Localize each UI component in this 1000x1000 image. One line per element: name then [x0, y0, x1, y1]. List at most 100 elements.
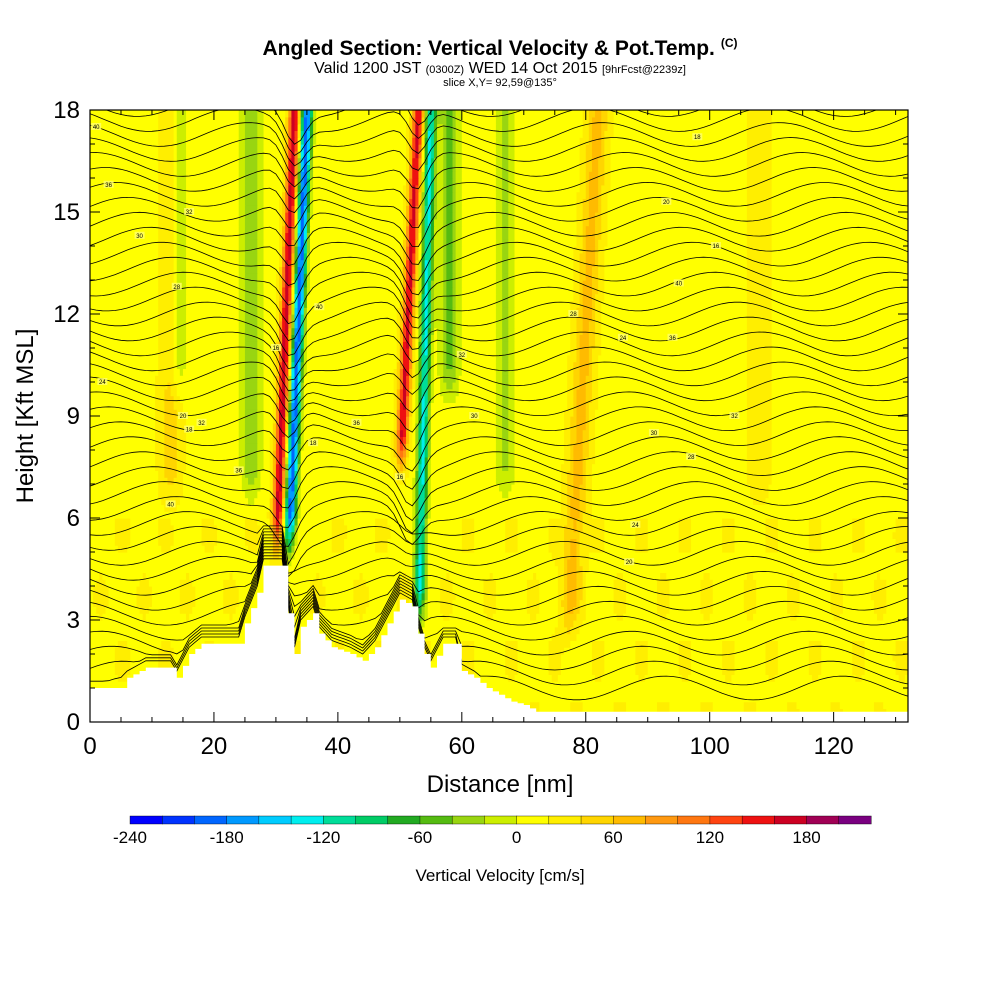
y-tick-label: 18: [53, 97, 80, 124]
contour-label: 40: [316, 305, 323, 311]
title-unit: (C): [720, 36, 738, 50]
contour-label: 28: [570, 312, 577, 318]
y-tick-label: 9: [67, 403, 80, 430]
isentrope-line: [90, 546, 908, 641]
contour-label: 36: [669, 336, 676, 342]
isentrope-line: [90, 196, 908, 248]
isentrope-line: [90, 526, 908, 578]
isentrope-line: [90, 549, 908, 656]
colorbar-swatch: [838, 815, 872, 825]
y-tick-label: 12: [53, 301, 80, 328]
y-tick-label: 15: [53, 199, 80, 226]
contour-label: 36: [353, 421, 360, 427]
velocity-field: [90, 110, 908, 722]
colorbar-tick-label: 120: [696, 828, 724, 847]
isentrope-line: [90, 511, 908, 566]
x-tick-label: 80: [572, 733, 599, 760]
isentrope-line: [90, 316, 908, 370]
colorbar-swatch: [774, 815, 808, 825]
colorbar-swatch: [645, 815, 679, 825]
isentrope-line: [90, 540, 908, 611]
isentrope-line: [105, 110, 878, 145]
colorbar-swatch: [226, 815, 260, 825]
colorbar-tick-label: -120: [306, 828, 340, 847]
isentrope-line: [90, 421, 908, 472]
colorbar-swatch: [162, 815, 195, 825]
valid-utc: (0300Z): [425, 64, 465, 76]
isentrope-line: [90, 466, 908, 522]
colorbar-swatch: [451, 815, 485, 825]
contour-label: 40: [167, 502, 174, 508]
x-axis-label: Distance [nm]: [427, 771, 574, 798]
isentrope-line: [90, 346, 908, 392]
colorbar-swatch: [741, 815, 775, 825]
valid-date: WED 14 Oct 2015: [468, 60, 598, 77]
valid-fcst: [9hrFcst@2239z]: [601, 64, 686, 76]
colorbar: -240 -180 -120 -60 0 60 120 180: [113, 815, 872, 847]
isentrope-line: [90, 558, 908, 701]
isentrope-line: [90, 301, 908, 356]
contour-label: 18: [694, 135, 701, 141]
x-tick-label: 100: [690, 733, 730, 760]
isentrope-line: [90, 496, 908, 547]
contour-label: 18: [310, 441, 317, 447]
contour-label: 24: [632, 523, 639, 529]
colorbar-tick-label: 60: [604, 828, 623, 847]
isentrope-line: [90, 137, 908, 177]
isentrope-line: [90, 211, 908, 265]
contour-label: 30: [471, 414, 478, 420]
isentrope-line: [90, 331, 908, 381]
isentrope-line: [90, 181, 908, 229]
colorbar-swatch: [419, 815, 453, 825]
colorbar-tick-label: -60: [408, 828, 433, 847]
contour-label: 36: [235, 468, 242, 474]
isentrope-line: [90, 555, 908, 686]
isentrope-line: [90, 286, 908, 341]
title-main: Angled Section: Vertical Velocity & Pot.…: [262, 37, 715, 60]
slice-label: slice X,Y= 92,59@135°: [443, 77, 557, 89]
isentrope-line: [90, 361, 908, 402]
colorbar-swatch: [677, 815, 711, 825]
colorbar-swatch: [709, 815, 743, 825]
y-tick-label: 3: [67, 607, 80, 634]
contour-label: 30: [136, 234, 143, 240]
contour-label: 32: [186, 210, 193, 216]
isentrope-line: [90, 271, 908, 325]
chart-title: Angled Section: Vertical Velocity & Pot.…: [0, 36, 1000, 61]
isentrope-line: [90, 167, 908, 209]
contour-label: 32: [458, 353, 465, 359]
colorbar-swatch: [806, 815, 840, 825]
isentrope-line: [90, 543, 908, 626]
isentrope-line: [90, 256, 908, 308]
chart-subtitle: Valid 1200 JST (0300Z) WED 14 Oct 2015 […: [0, 60, 1000, 78]
isentrope-contours: 40 36 32 30 28 24 20 18 16 40 36 32 30 28 24 20 18 16 40 36…: [90, 110, 908, 701]
contour-label: 24: [99, 380, 106, 386]
colorbar-swatch: [258, 815, 292, 825]
contour-label: 20: [626, 560, 633, 566]
isentrope-line: [90, 110, 908, 157]
contour-label: 32: [198, 421, 205, 427]
x-tick-label: 60: [448, 733, 475, 760]
colorbar-swatch: [613, 815, 646, 825]
x-tick-label: 120: [814, 733, 854, 760]
colorbar-tick-label: 180: [792, 828, 820, 847]
isentrope-line: [90, 391, 908, 433]
colorbar-swatch: [323, 815, 357, 825]
isentrope-line: [90, 552, 908, 671]
contour-label: 30: [651, 431, 658, 437]
isentrope-line: [90, 436, 908, 490]
x-tick-label: 20: [201, 733, 228, 760]
contour-label: 40: [675, 281, 682, 287]
colorbar-swatch: [129, 815, 163, 825]
x-tick-label: 40: [325, 733, 352, 760]
contour-label: 18: [186, 428, 193, 434]
y-axis-label: Height [Kft MSL]: [12, 329, 39, 504]
colorbar-swatch: [355, 815, 389, 825]
terrain-fill: [90, 565, 908, 722]
y-tick-label: 0: [67, 709, 80, 736]
terrain: [90, 565, 908, 722]
isentrope-line: [90, 152, 908, 190]
colorbar-swatch: [516, 815, 550, 825]
